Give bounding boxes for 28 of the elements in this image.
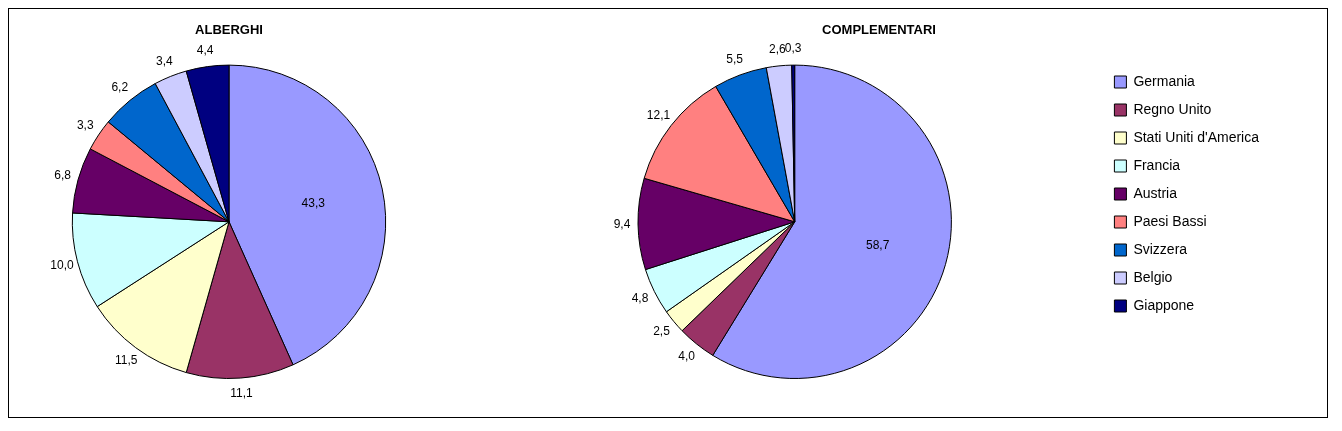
data-label: 4,0 [678, 348, 696, 363]
data-label: 58,7 [865, 237, 890, 252]
legend-label: Regno Unito [1133, 100, 1212, 117]
legend-label: Austria [1133, 184, 1178, 201]
data-label: 6,2 [111, 80, 129, 95]
data-label: 11,1 [230, 386, 254, 401]
slice-label: COMPLEMENTARI [822, 22, 936, 38]
data-label: 9,4 [613, 216, 631, 231]
data-label: 43,3 [301, 196, 326, 211]
data-label: 5,5 [726, 52, 744, 67]
legend-label: Giappone [1133, 296, 1195, 313]
slice-label: ALBERGHI [195, 22, 263, 38]
legend-label: Belgio [1133, 268, 1173, 285]
data-label: 2,5 [653, 324, 671, 339]
data-label: 3,3 [76, 118, 94, 133]
data-label: 3,4 [156, 53, 174, 68]
legend-label: Stati Uniti d'America [1133, 128, 1260, 145]
legend-label: Svizzera [1133, 240, 1188, 257]
data-label: 0,3 [784, 41, 802, 56]
data-label: 11,5 [114, 352, 138, 367]
data-label: 12,1 [646, 107, 671, 122]
data-label: 4,8 [631, 290, 649, 305]
data-label: 6,8 [54, 168, 72, 183]
data-label: 10,0 [50, 258, 74, 273]
legend-label: Francia [1133, 156, 1181, 173]
data-label: 4,4 [196, 43, 214, 58]
legend-label: Germania [1133, 72, 1196, 89]
legend-label: Paesi Bassi [1133, 212, 1207, 229]
